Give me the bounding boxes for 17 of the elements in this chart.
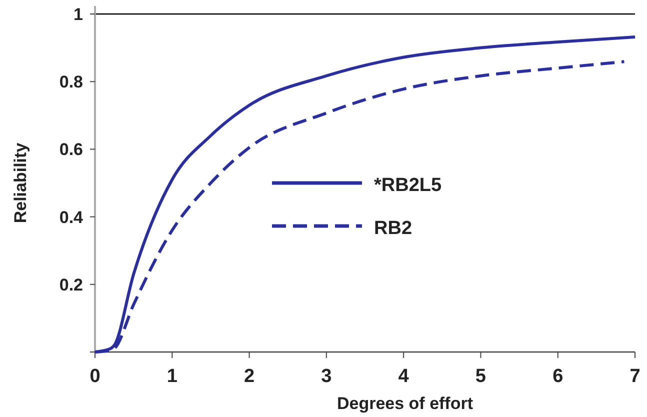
y-tick-label: 0.6 — [59, 140, 83, 160]
x-tick-label: 2 — [244, 366, 255, 387]
legend-label: *RB2L5 — [374, 175, 442, 196]
x-tick-label: 4 — [398, 366, 410, 387]
x-tick-label: 0 — [90, 366, 100, 387]
x-tick-label: 6 — [552, 366, 564, 387]
y-axis-title: Reliability — [11, 142, 30, 224]
y-tick-label: 1 — [74, 5, 83, 24]
y-tick-label: 0.2 — [59, 275, 83, 294]
x-tick-label: 5 — [475, 366, 486, 387]
legend-label: RB2 — [374, 218, 412, 239]
x-axis-title: Degrees of effort — [336, 394, 474, 413]
x-tick-label: 3 — [321, 366, 332, 387]
y-tick-label: 0.4 — [59, 208, 84, 227]
y-tick-label: 0.8 — [59, 72, 83, 92]
x-tick-label: 7 — [630, 366, 640, 387]
x-tick-label: 1 — [166, 366, 178, 387]
